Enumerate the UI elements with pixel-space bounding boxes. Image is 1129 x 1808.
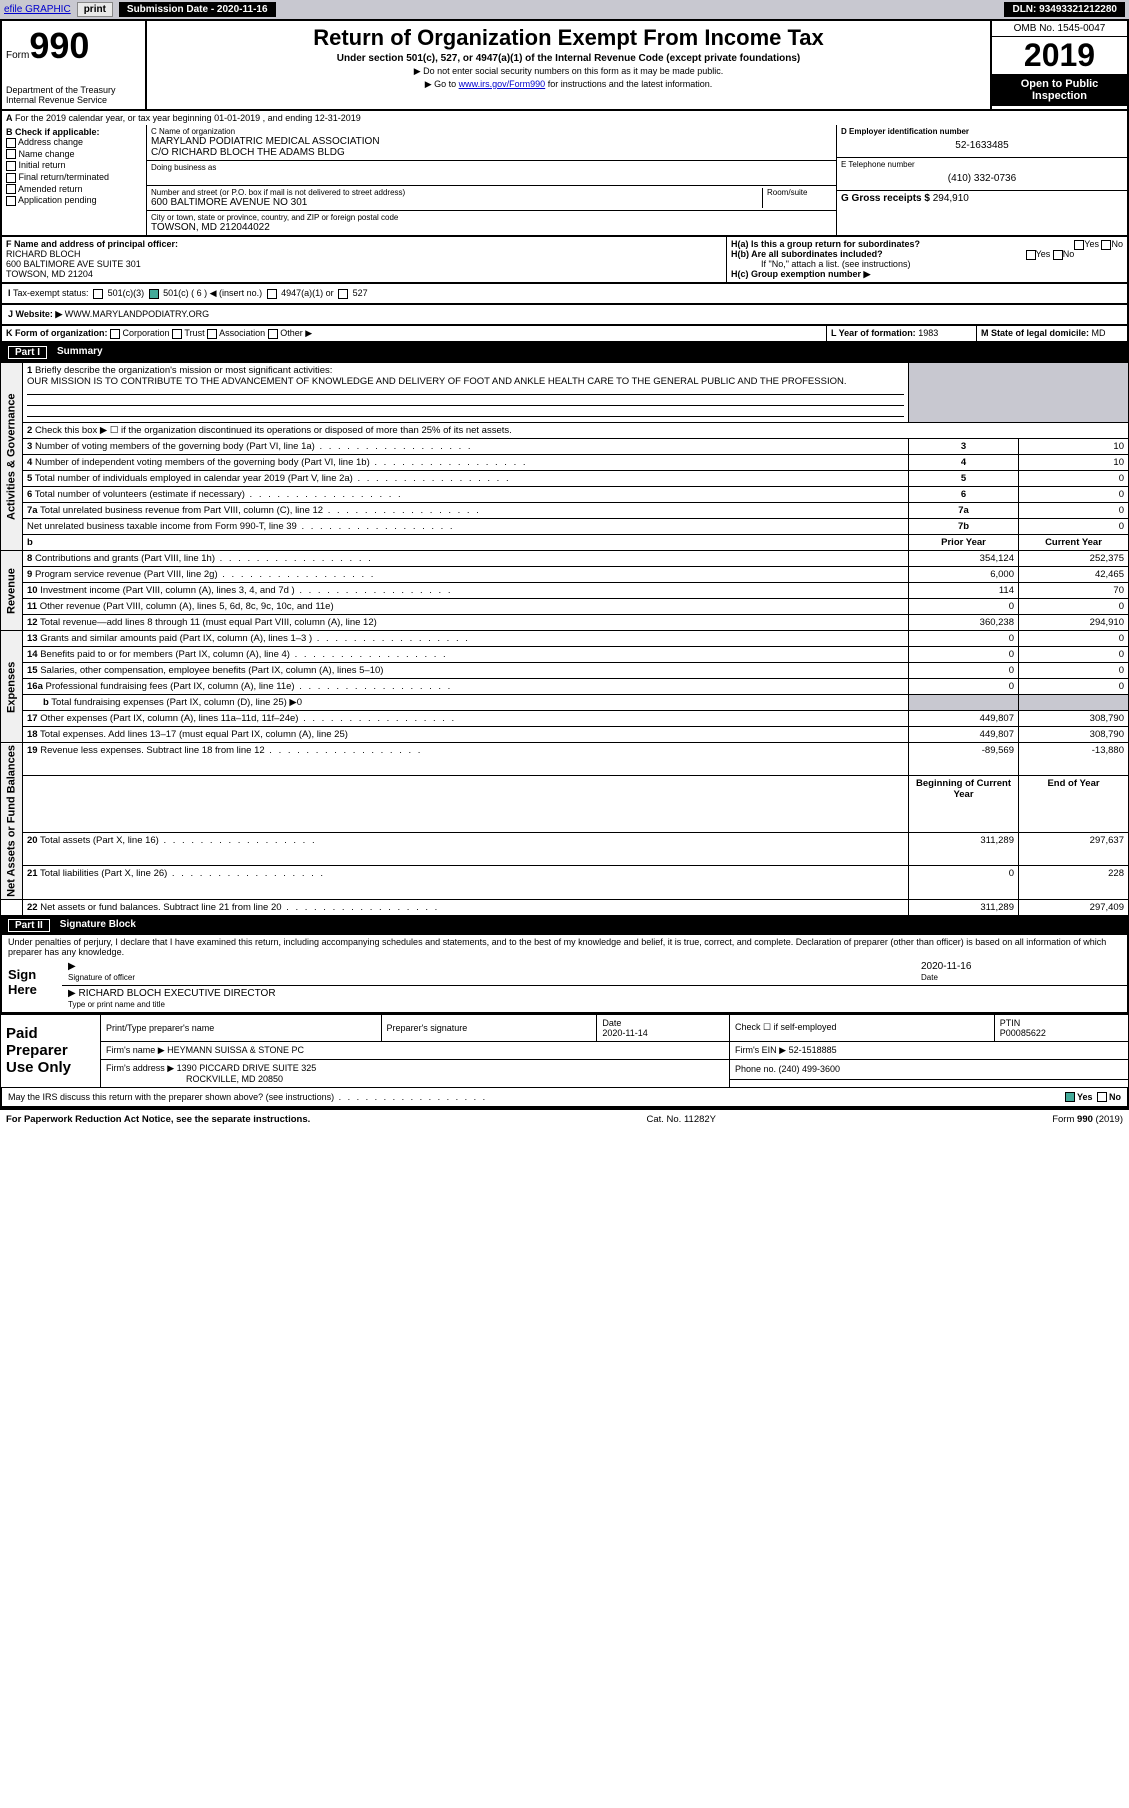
paid-preparer-table: Paid Preparer Use Only Print/Type prepar… <box>0 1014 1129 1088</box>
box-b: B Check if applicable: Address change Na… <box>2 125 147 235</box>
org-address: 600 BALTIMORE AVENUE NO 301 <box>151 197 762 208</box>
subtitle-2: ▶ Do not enter social security numbers o… <box>151 66 986 77</box>
side-revenue: Revenue <box>1 551 23 631</box>
website-row: J Website: ▶ WWW.MARYLANDPODIATRY.ORG <box>0 305 1129 326</box>
open-public-badge: Open to PublicInspection <box>992 74 1127 106</box>
side-netassets: Net Assets or Fund Balances <box>1 743 23 900</box>
officer-name: RICHARD BLOCH EXECUTIVE DIRECTOR <box>78 988 275 999</box>
discuss-row: May the IRS discuss this return with the… <box>0 1088 1129 1108</box>
print-button[interactable]: print <box>77 2 113 17</box>
mission-text: OUR MISSION IS TO CONTRIBUTE TO THE ADVA… <box>27 376 846 387</box>
firm-phone: (240) 499-3600 <box>779 1064 841 1074</box>
dept-label: Department of the Treasury <box>6 85 141 95</box>
firm-name: HEYMANN SUISSA & STONE PC <box>167 1045 304 1055</box>
sign-here-label: Sign Here <box>2 959 62 1012</box>
form-word: Form <box>6 50 29 61</box>
efile-link[interactable]: efile GRAPHIC <box>4 4 71 15</box>
subtitle-3: ▶ Go to www.irs.gov/Form990 for instruct… <box>151 79 986 90</box>
omb-number: OMB No. 1545-0047 <box>992 21 1127 37</box>
declaration-text: Under penalties of perjury, I declare th… <box>2 935 1127 959</box>
box-c: C Name of organization MARYLAND PODIATRI… <box>147 125 837 235</box>
irs-link[interactable]: www.irs.gov/Form990 <box>459 79 546 89</box>
firm-ein: 52-1518885 <box>789 1045 837 1055</box>
phone: (410) 332-0736 <box>841 169 1123 188</box>
paid-preparer-label: Paid Preparer Use Only <box>1 1014 101 1087</box>
submission-date: Submission Date - 2020-11-16 <box>119 2 276 17</box>
summary-table: Activities & Governance 1 Briefly descri… <box>0 362 1129 916</box>
org-city: TOWSON, MD 212044022 <box>151 222 832 233</box>
side-governance: Activities & Governance <box>1 363 23 551</box>
box-f-h: F Name and address of principal officer:… <box>0 237 1129 284</box>
part-2-header: Part II Signature Block <box>0 916 1129 935</box>
form-number: 990 <box>29 25 89 67</box>
page-footer: For Paperwork Reduction Act Notice, see … <box>0 1108 1129 1129</box>
org-name: MARYLAND PODIATRIC MEDICAL ASSOCIATION <box>151 136 832 147</box>
tax-exempt-row: I Tax-exempt status: 501(c)(3) 501(c) ( … <box>0 284 1129 305</box>
irs-label: Internal Revenue Service <box>6 95 141 105</box>
org-co: C/O RICHARD BLOCH THE ADAMS BLDG <box>151 147 832 158</box>
part-1-header: Part I Summary <box>0 343 1129 362</box>
ein: 52-1633485 <box>841 136 1123 155</box>
signature-block: Under penalties of perjury, I declare th… <box>0 935 1129 1014</box>
form-title: Return of Organization Exempt From Incom… <box>151 25 986 51</box>
form-header: Form 990 Department of the Treasury Inte… <box>0 19 1129 111</box>
top-bar: efile GRAPHIC print Submission Date - 20… <box>0 0 1129 19</box>
gross-receipts: 294,910 <box>933 193 969 204</box>
website-url: WWW.MARYLANDPODIATRY.ORG <box>65 309 209 319</box>
box-de: D Employer identification number 52-1633… <box>837 125 1127 235</box>
subtitle-1: Under section 501(c), 527, or 4947(a)(1)… <box>151 53 986 64</box>
ptin: P00085622 <box>1000 1028 1046 1038</box>
info-boxes: B Check if applicable: Address change Na… <box>0 125 1129 237</box>
k-l-m-row: K Form of organization: Corporation Trus… <box>0 326 1129 343</box>
dln: DLN: 93493321212280 <box>1004 2 1125 17</box>
line-a: A For the 2019 calendar year, or tax yea… <box>0 111 1129 125</box>
side-expenses: Expenses <box>1 631 23 743</box>
tax-year: 2019 <box>992 37 1127 74</box>
